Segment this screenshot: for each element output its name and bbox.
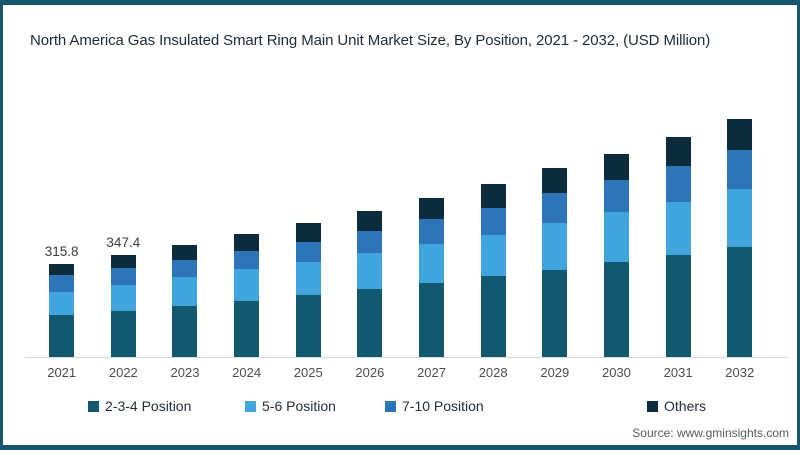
legend-swatch-5-6-position [245, 400, 256, 412]
segment-7-10-position-2023 [172, 260, 198, 278]
legend-swatch-2-3-4-position [88, 400, 99, 412]
value-label-2021: 315.8 [44, 244, 79, 260]
segment-others-2024 [234, 234, 260, 252]
x-tick-2022: 2022 [108, 365, 138, 380]
segment-7-10-position-2024 [234, 251, 260, 270]
bar-2028 [480, 184, 506, 357]
segment-5-6-position-2027 [419, 243, 445, 284]
segment-7-10-position-2031 [665, 165, 691, 202]
source-text: Source: www.gminsights.com [632, 426, 789, 440]
segment-others-2028 [480, 184, 506, 209]
x-tick-2030: 2030 [601, 365, 631, 380]
segment-7-10-position-2030 [603, 179, 629, 212]
x-tick-2027: 2027 [417, 365, 446, 380]
segment-2-3-4-position-2026 [357, 289, 383, 357]
x-tick-2032: 2032 [725, 365, 755, 380]
segment-2-3-4-position-2024 [234, 300, 260, 357]
segment-5-6-position-2031 [665, 201, 691, 255]
segment-others-2029 [542, 168, 568, 194]
segment-others-2027 [419, 198, 445, 219]
segment-others-2032 [727, 119, 753, 150]
bar-2022 [110, 254, 136, 357]
segment-others-2025 [295, 223, 321, 243]
legend-swatch-others [647, 400, 658, 412]
legend-swatch-7-10-position [385, 400, 396, 412]
segment-5-6-position-2021 [49, 292, 75, 316]
segment-7-10-position-2021 [49, 275, 75, 293]
segment-7-10-position-2029 [542, 193, 568, 224]
segment-others-2026 [357, 210, 383, 231]
segment-2-3-4-position-2023 [172, 305, 198, 357]
segment-7-10-position-2032 [727, 149, 753, 189]
legend-label-others: Others [664, 398, 707, 414]
segment-5-6-position-2023 [172, 277, 198, 306]
segment-5-6-position-2029 [542, 223, 568, 270]
segment-others-2021 [49, 264, 75, 276]
segment-5-6-position-2025 [295, 262, 321, 296]
x-tick-2026: 2026 [355, 365, 385, 380]
bar-2024 [234, 234, 260, 357]
bar-2030 [603, 153, 629, 357]
x-tick-2031: 2031 [663, 365, 693, 380]
x-tick-2024: 2024 [232, 365, 262, 380]
bar-2031 [665, 137, 691, 357]
segment-7-10-position-2028 [480, 208, 506, 236]
segment-5-6-position-2030 [603, 211, 629, 263]
segment-7-10-position-2026 [357, 230, 383, 254]
legend-label-5-6-position: 5-6 Position [262, 398, 336, 414]
segment-2-3-4-position-2027 [419, 283, 445, 357]
segment-5-6-position-2032 [727, 188, 753, 247]
segment-others-2023 [172, 245, 198, 261]
x-axis-line [25, 357, 788, 358]
x-tick-2025: 2025 [293, 365, 323, 380]
segment-others-2022 [110, 254, 136, 269]
bar-2027 [419, 198, 445, 357]
plot-area: 315.8 2021 347.4 2022 2023 2024 2025 2026 2027 20… [3, 5, 797, 445]
bar-2025 [295, 223, 321, 357]
legend-label-2-3-4-position: 2-3-4 Position [105, 398, 192, 414]
segment-2-3-4-position-2022 [110, 310, 136, 357]
legend-item-others: Others [647, 398, 706, 414]
segment-5-6-position-2026 [357, 253, 383, 290]
segment-2-3-4-position-2032 [727, 246, 753, 357]
value-label-2022: 347.4 [106, 234, 141, 250]
segment-5-6-position-2022 [110, 284, 136, 311]
segment-2-3-4-position-2030 [603, 262, 629, 357]
segment-2-3-4-position-2031 [665, 254, 691, 357]
segment-7-10-position-2022 [110, 268, 136, 285]
x-tick-2021: 2021 [47, 365, 77, 380]
segment-7-10-position-2027 [419, 218, 445, 244]
bar-2032 [727, 119, 753, 357]
bar-2023 [172, 245, 198, 357]
bar-2021 [49, 264, 75, 357]
x-tick-2023: 2023 [170, 365, 200, 380]
x-tick-2028: 2028 [478, 365, 508, 380]
segment-2-3-4-position-2029 [542, 269, 568, 357]
bar-2026 [357, 210, 383, 357]
segment-2-3-4-position-2021 [49, 315, 75, 357]
legend-item-2-3-4-position: 2-3-4 Position [88, 398, 191, 414]
segment-others-2031 [665, 137, 691, 166]
segment-2-3-4-position-2025 [295, 295, 321, 357]
chart-title: North America Gas Insulated Smart Ring M… [30, 32, 711, 49]
segment-others-2030 [603, 153, 629, 180]
x-tick-2029: 2029 [540, 365, 570, 380]
segment-7-10-position-2025 [295, 242, 321, 263]
legend-item-7-10-position: 7-10 Position [385, 398, 484, 414]
legend-item-5-6-position: 5-6 Position [245, 398, 336, 414]
legend-label-7-10-position: 7-10 Position [402, 398, 484, 414]
segment-5-6-position-2028 [480, 235, 506, 277]
segment-2-3-4-position-2028 [480, 276, 506, 357]
segment-5-6-position-2024 [234, 269, 260, 301]
bar-2029 [542, 168, 568, 357]
